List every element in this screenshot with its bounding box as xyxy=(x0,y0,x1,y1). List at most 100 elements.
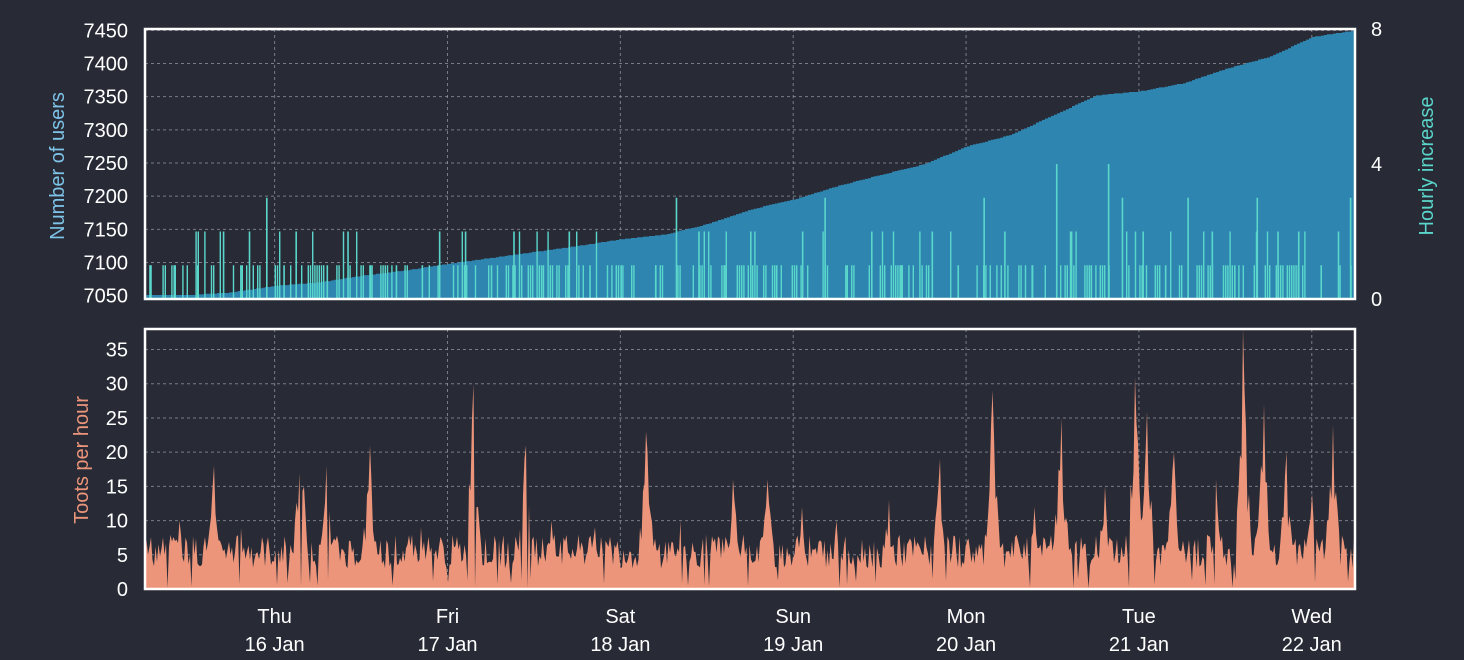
hourly-increase-bar xyxy=(791,265,793,299)
toots-axis-title: Toots per hour xyxy=(71,396,93,524)
hourly-tick-label: 8 xyxy=(1371,19,1382,41)
hourly-increase-spike xyxy=(654,265,657,299)
hourly-increase-bar xyxy=(307,265,309,299)
hourly-increase-bar xyxy=(252,265,254,299)
hourly-increase-spike xyxy=(283,265,285,299)
hourly-increase-bar xyxy=(241,265,243,299)
hourly-increase-bar xyxy=(699,265,701,299)
hourly-increase-bar xyxy=(320,265,323,299)
hourly-increase-bar xyxy=(912,265,914,299)
hourly-increase-bar xyxy=(879,265,881,299)
hourly-increase-spike xyxy=(1031,265,1034,299)
hourly-increase-bar xyxy=(171,265,173,299)
hourly-increase-bar xyxy=(822,231,824,299)
hourly-increase-bar xyxy=(1209,265,1211,299)
hourly-increase-bar xyxy=(336,265,338,299)
hourly-increase-spike xyxy=(542,265,545,299)
hourly-increase-bar xyxy=(1126,231,1128,299)
hourly-increase-spike xyxy=(801,231,804,299)
hourly-increase-spike xyxy=(438,231,441,299)
date-label: 16 Jan xyxy=(245,634,305,656)
hourly-increase-bar xyxy=(1196,265,1198,299)
hourly-increase-bar xyxy=(1269,265,1271,299)
toots-tick-label: 30 xyxy=(106,374,128,396)
hourly-increase-bar xyxy=(1134,231,1137,299)
toots-area xyxy=(145,329,1355,589)
hourly-increase-bar xyxy=(496,265,499,299)
hourly-tick-label: 0 xyxy=(1371,289,1382,311)
weekday-label: Sat xyxy=(605,606,635,628)
hourly-increase-bar xyxy=(884,265,886,299)
hourly-increase-bar xyxy=(323,265,325,299)
hourly-increase-bar xyxy=(1139,265,1141,299)
hourly-increase-bar xyxy=(1071,231,1073,299)
hourly-increase-bar xyxy=(342,231,345,299)
weekday-label: Wed xyxy=(1291,606,1332,628)
hourly-increase-bar xyxy=(540,265,543,299)
hourly-increase-bar xyxy=(1222,265,1225,299)
hourly-increase-bar xyxy=(1181,265,1183,299)
hourly-increase-bar xyxy=(1280,265,1282,299)
hourly-increase-spike xyxy=(698,231,700,299)
hourly-increase-spike xyxy=(957,265,960,299)
hourly-increase-bar xyxy=(318,265,320,299)
hourly-increase-spike xyxy=(1297,231,1300,299)
hourly-increase-spike xyxy=(1211,231,1214,299)
hourly-increase-spike xyxy=(464,231,467,299)
hourly-increase-spike xyxy=(1069,231,1072,299)
hourly-increase-bar xyxy=(1007,265,1009,299)
hourly-increase-spike xyxy=(1142,231,1144,299)
users-tick-label: 7150 xyxy=(84,219,129,241)
hourly-increase-bar xyxy=(1024,265,1027,299)
hourly-increase-bar xyxy=(756,265,758,299)
hourly-increase-bar xyxy=(512,265,514,299)
hourly-increase-bar xyxy=(800,265,802,299)
hourly-increase-bar xyxy=(921,265,923,299)
hourly-increase-bar xyxy=(404,265,406,299)
hourly-increase-axis-title: Hourly increase xyxy=(1416,97,1438,236)
hourly-increase-bar xyxy=(386,265,389,299)
toots-tick-label: 0 xyxy=(117,579,128,601)
hourly-increase-bar xyxy=(677,265,679,299)
date-axis: Thu 16 Jan Fri 17 Jan Sat 18 Jan Sun 19 Jan Mon 2… xyxy=(245,606,1342,656)
hourly-increase-spike xyxy=(900,265,902,299)
weekday-label: Sun xyxy=(775,606,811,628)
hourly-increase-bar xyxy=(1229,231,1231,299)
hourly-increase-bar xyxy=(360,265,362,299)
toots-tick-label: 10 xyxy=(106,511,128,533)
hourly-increase-bar xyxy=(617,265,620,299)
hourly-increase-bar xyxy=(901,265,903,299)
hourly-increase-bar xyxy=(1060,265,1062,299)
hourly-increase-spike xyxy=(724,265,726,299)
hourly-increase-bar xyxy=(793,265,796,299)
hourly-increase-bar xyxy=(1266,231,1269,299)
hourly-increase-bar xyxy=(259,265,261,299)
hourly-increase-bar xyxy=(679,265,681,299)
hourly-increase-bar xyxy=(213,265,215,299)
hourly-increase-bar xyxy=(406,265,408,299)
hourly-increase-spike xyxy=(421,265,424,299)
toots-tick-label: 25 xyxy=(106,408,128,430)
hourly-increase-spike xyxy=(490,265,493,299)
date-label: 19 Jan xyxy=(763,634,823,656)
hourly-increase-bar xyxy=(774,265,776,299)
users-axis-title: Number of users xyxy=(47,92,69,240)
hourly-increase-bar xyxy=(908,265,910,299)
hourly-increase-bar xyxy=(1088,265,1090,299)
hourly-increase-spike xyxy=(931,231,934,299)
hourly-increase-bar xyxy=(276,265,279,299)
hourly-increase-spike xyxy=(222,231,225,299)
hourly-increase-spike xyxy=(513,231,515,299)
users-tick-label: 7300 xyxy=(84,120,129,142)
hourly-increase-spike xyxy=(871,231,873,299)
hourly-increase-spike xyxy=(150,265,152,299)
hourly-increase-bar xyxy=(437,265,439,299)
hourly-increase-bar xyxy=(1141,265,1143,299)
hourly-increase-bar xyxy=(1145,265,1148,299)
hourly-increase-spike xyxy=(240,265,242,299)
hourly-increase-bar xyxy=(1128,265,1130,299)
users-tick-label: 7400 xyxy=(84,53,129,75)
hourly-increase-bar xyxy=(1302,265,1304,299)
hourly-increase-bar xyxy=(721,265,723,299)
